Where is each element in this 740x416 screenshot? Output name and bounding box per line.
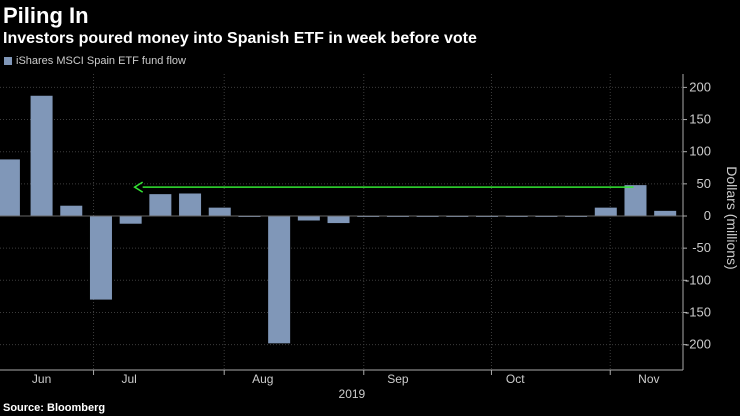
source-note: Source: Bloomberg <box>3 402 106 414</box>
chart-subtitle: Investors poured money into Spanish ETF … <box>3 30 477 47</box>
legend-swatch <box>4 57 12 65</box>
bar <box>30 95 53 216</box>
y-tick-label: 150 <box>689 112 711 127</box>
legend-label: iShares MSCI Spain ETF fund flow <box>16 55 186 67</box>
x-tick-label: Oct <box>506 372 525 386</box>
bar <box>179 193 202 216</box>
x-year-label: 2019 <box>339 387 366 401</box>
y-tick-label: 0 <box>704 208 711 223</box>
y-tick-label: -50 <box>692 240 711 255</box>
bar <box>268 216 291 344</box>
y-tick-label: 50 <box>697 176 711 191</box>
bar <box>297 216 320 221</box>
x-tick-label: Nov <box>638 372 659 386</box>
bar <box>149 194 172 216</box>
bar <box>594 207 617 216</box>
bar <box>624 185 647 216</box>
y-tick-label: -200 <box>685 337 711 352</box>
chart-title: Piling In <box>3 3 89 28</box>
y-axis-title: Dollars (millions) <box>724 166 740 269</box>
bar <box>0 159 20 216</box>
legend: iShares MSCI Spain ETF fund flow <box>4 55 186 67</box>
y-tick-label: 100 <box>689 144 711 159</box>
y-tick-label: -150 <box>685 304 711 319</box>
bar <box>654 210 677 216</box>
bar <box>89 216 112 300</box>
bar <box>119 216 142 224</box>
x-tick-label: Aug <box>252 372 273 386</box>
x-tick-label: Jun <box>32 372 51 386</box>
bar <box>327 216 350 224</box>
bar <box>208 207 231 216</box>
y-tick-label: -100 <box>685 272 711 287</box>
x-tick-label: Sep <box>387 372 409 386</box>
y-tick-label: 200 <box>689 79 711 94</box>
bar <box>60 205 83 216</box>
x-tick-label: Jul <box>122 372 137 386</box>
annotation-arrow-head <box>133 181 144 193</box>
